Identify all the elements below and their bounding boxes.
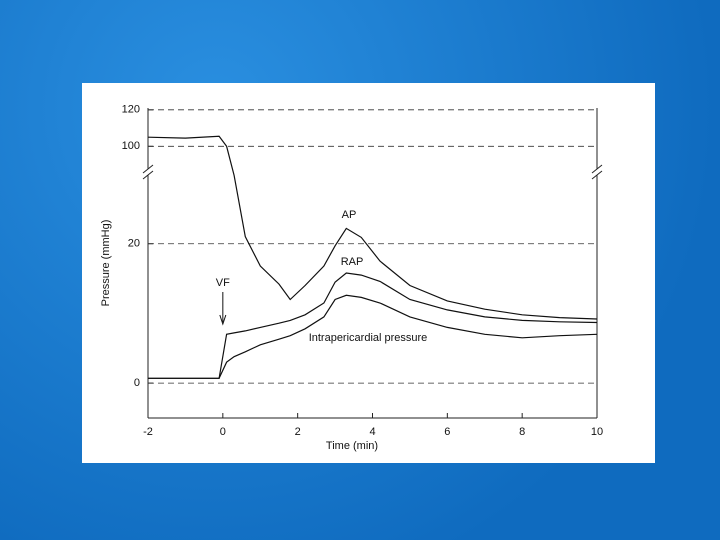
axis-break-mark xyxy=(591,164,603,174)
x-axis-label: Time (min) xyxy=(326,440,378,452)
axis-break-gap xyxy=(593,169,601,175)
y-tick-label: 20 xyxy=(128,238,140,250)
annotation-arrowhead xyxy=(219,314,227,326)
series-label: RAP xyxy=(341,256,364,268)
x-tick-label: 2 xyxy=(295,426,301,438)
annotation: VF xyxy=(216,277,230,289)
x-tick-label: 8 xyxy=(519,426,525,438)
x-tick-label: -2 xyxy=(143,426,153,438)
y-axis-label: Pressure (mmHg) xyxy=(100,220,112,307)
y-tick-label: 0 xyxy=(134,377,140,389)
axis-break-mark xyxy=(591,170,603,180)
y-tick-label: 100 xyxy=(122,140,140,152)
series-label: Intrapericardial pressure xyxy=(309,332,428,344)
x-tick-label: 10 xyxy=(591,426,603,438)
series-line xyxy=(148,294,598,379)
x-tick-label: 4 xyxy=(369,426,375,438)
axis-break-gap xyxy=(144,169,152,175)
series-line xyxy=(148,272,598,379)
series-line xyxy=(147,135,598,320)
axis-break-mark xyxy=(142,164,154,174)
x-tick-label: 0 xyxy=(220,426,226,438)
axis-break-mark xyxy=(142,170,154,180)
y-tick-label: 120 xyxy=(122,104,140,116)
series-label: AP xyxy=(342,209,357,221)
x-tick-label: 6 xyxy=(444,426,450,438)
